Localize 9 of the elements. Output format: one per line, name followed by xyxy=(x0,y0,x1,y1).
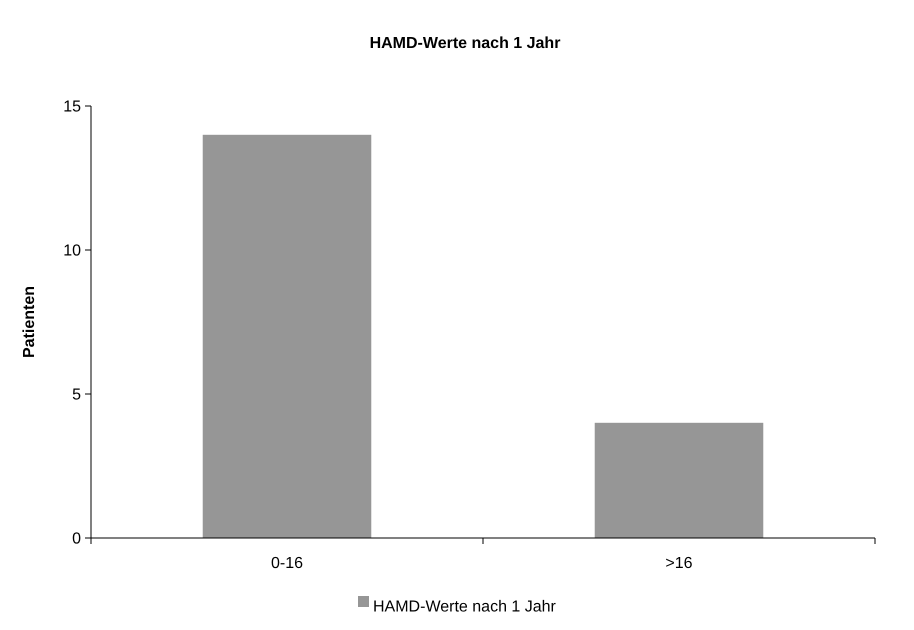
legend-label: HAMD-Werte nach 1 Jahr xyxy=(373,598,557,616)
y-tick-label: 0 xyxy=(72,530,82,548)
chart-title: HAMD-Werte nach 1 Jahr xyxy=(370,35,560,52)
y-tick-label: 10 xyxy=(63,242,82,260)
x-tick-label: >16 xyxy=(665,555,693,572)
x-tick-label: 0-16 xyxy=(270,555,304,572)
y-tick-label: 15 xyxy=(63,98,82,116)
y-axis-title: Patienten xyxy=(21,286,38,358)
y-tick-label: 5 xyxy=(72,386,82,404)
